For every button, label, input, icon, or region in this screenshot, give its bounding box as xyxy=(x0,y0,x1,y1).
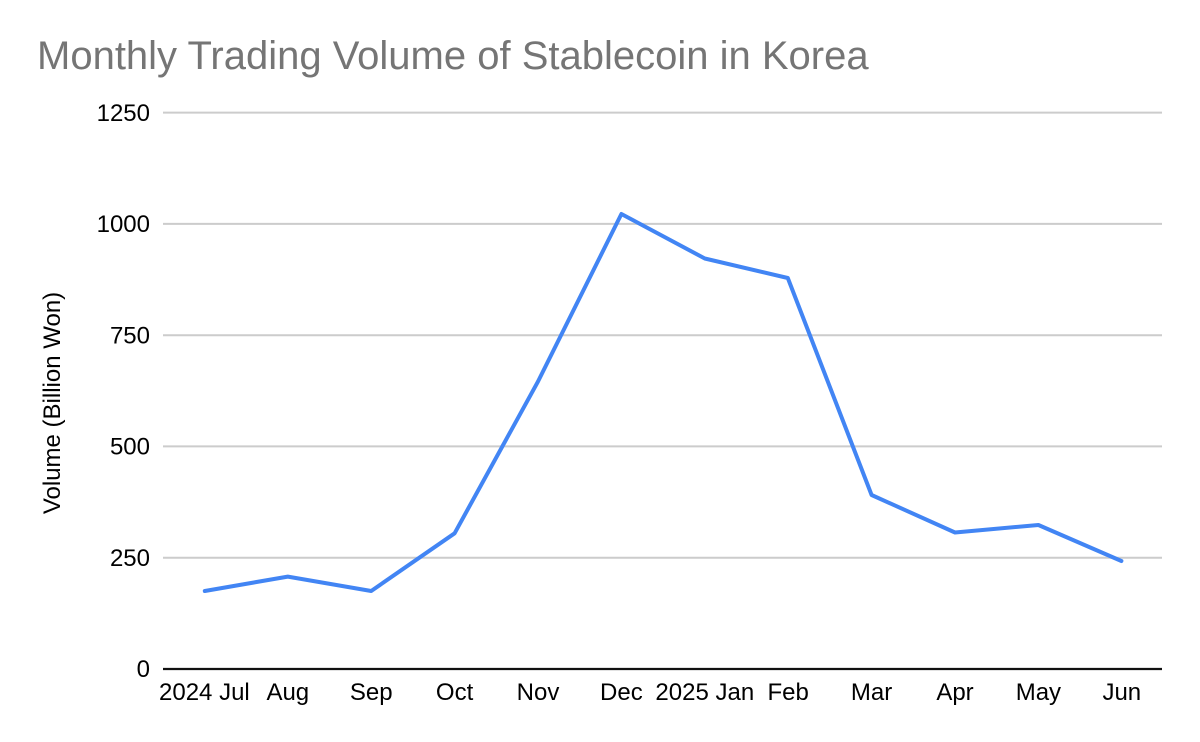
svg-text:Sep: Sep xyxy=(350,679,393,706)
svg-text:0: 0 xyxy=(137,656,150,683)
svg-text:Jun: Jun xyxy=(1102,679,1141,706)
svg-text:1000: 1000 xyxy=(97,211,150,238)
svg-text:Oct: Oct xyxy=(436,679,474,706)
svg-text:Aug: Aug xyxy=(266,679,309,706)
svg-text:750: 750 xyxy=(110,322,150,349)
svg-text:Mar: Mar xyxy=(851,679,892,706)
svg-text:1250: 1250 xyxy=(97,100,150,127)
svg-text:Apr: Apr xyxy=(936,679,973,706)
svg-text:Feb: Feb xyxy=(768,679,809,706)
svg-text:250: 250 xyxy=(110,545,150,572)
svg-text:2024 Jul: 2024 Jul xyxy=(159,679,250,706)
svg-text:Nov: Nov xyxy=(517,679,560,706)
svg-text:500: 500 xyxy=(110,434,150,461)
svg-text:2025 Jan: 2025 Jan xyxy=(655,679,754,706)
svg-text:Volume (Billion Won): Volume (Billion Won) xyxy=(39,292,66,514)
svg-text:Monthly Trading Volume of Stab: Monthly Trading Volume of Stablecoin in … xyxy=(37,34,869,78)
svg-text:Dec: Dec xyxy=(600,679,643,706)
svg-text:May: May xyxy=(1016,679,1061,706)
